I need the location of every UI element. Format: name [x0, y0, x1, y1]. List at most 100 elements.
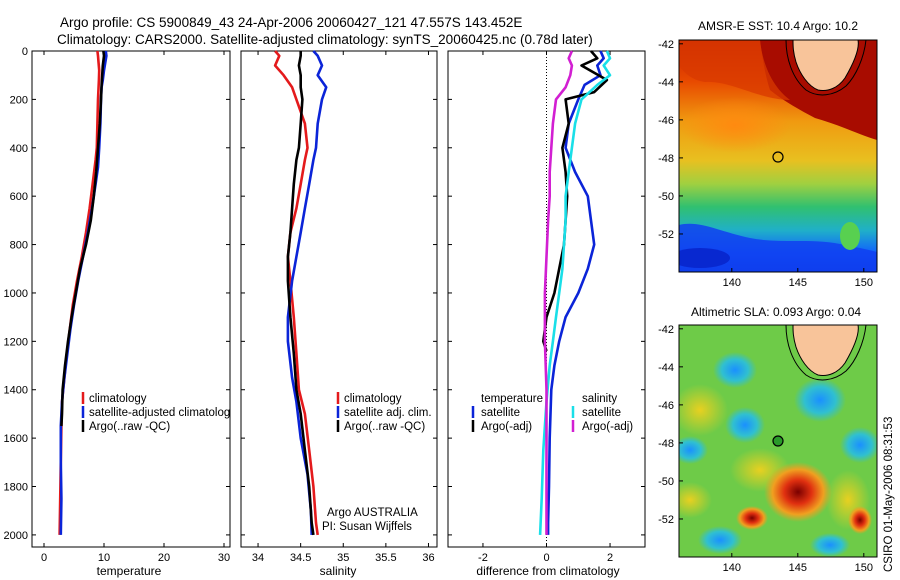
sst-green-patch: [840, 222, 860, 250]
y-tick-label: 1800: [4, 482, 28, 494]
y-tick-label: 200: [10, 94, 28, 106]
timestamp-label: CSIRO 01-May-2006 08:31:53: [883, 417, 895, 572]
x-tick-label: 20: [158, 552, 170, 564]
sla-blue-patch: [725, 407, 765, 443]
shelf-contour: [785, 325, 867, 381]
map-x-tick-label: 145: [789, 562, 807, 574]
series-line-satellite-adj-clim: [286, 50, 328, 535]
legend-label-argo: Argo(..raw -QC): [344, 421, 425, 433]
legend-label-climatology: climatology: [89, 393, 147, 405]
y-tick-label: 800: [10, 240, 28, 252]
legend-label-temperature-satellite: satellite: [481, 407, 520, 419]
map-y-tick-label: -46: [658, 400, 674, 412]
sla-blue-patch: [679, 436, 708, 464]
series-line-climatology: [273, 50, 319, 536]
temperature-legend: climatology satellite-adjusted climatolo…: [81, 392, 230, 433]
map-y-tick-label: -52: [658, 514, 674, 526]
salinity-axis-label: salinity: [320, 564, 357, 578]
tasmania-land: [792, 40, 859, 91]
series-line-argo-raw-qc: [60, 50, 106, 427]
x-tick-label: 10: [98, 552, 110, 564]
map-y-tick-label: -46: [658, 115, 674, 127]
difference-legend: temperature satellite Argo(-adj) salinit…: [471, 393, 633, 433]
sla-map: [679, 325, 877, 557]
map-y-tick-label: -48: [658, 153, 674, 165]
legend-label-salinity-argo: Argo(-adj): [582, 421, 633, 433]
x-tick-label: 0: [41, 552, 47, 564]
credit-line-1: Argo AUSTRALIA: [327, 507, 418, 519]
x-tick-label: 2: [607, 552, 613, 564]
figure-title-line-1: Argo profile: CS 5900849_43 24-Apr-2006 …: [60, 15, 522, 30]
map-x-tick-label: 140: [723, 562, 741, 574]
legend-label-temperature-argo: Argo(-adj): [481, 421, 532, 433]
argo-float-marker: [772, 435, 784, 447]
sla-blue-patch: [810, 533, 850, 557]
x-tick-label: 30: [218, 552, 230, 564]
legend-header-salinity: salinity: [582, 393, 617, 405]
sst-warm-edge: [679, 40, 790, 100]
legend-label-satellite-adj: satellite adj. clim.: [344, 407, 432, 419]
salinity-legend: climatology satellite adj. clim. Argo(..…: [336, 392, 432, 433]
salinity-panel-frame: [240, 50, 438, 548]
difference-axis-label: difference from climatology: [476, 564, 619, 578]
y-tick-label: 1600: [4, 433, 28, 445]
series-line-salinity-argo-adj: [543, 50, 574, 535]
map-y-tick-label: -50: [658, 191, 674, 203]
sla-blue-patch: [794, 378, 846, 422]
sst-cold-patch: [679, 248, 730, 268]
legend-label-climatology: climatology: [344, 393, 402, 405]
x-tick-label: 34: [252, 552, 264, 564]
x-tick-label: 35.5: [375, 552, 396, 564]
map-y-tick-label: -52: [658, 229, 674, 241]
x-tick-label: 0: [543, 552, 549, 564]
y-tick-label: 600: [10, 191, 28, 203]
shelf-contour: [785, 40, 867, 96]
y-tick-label: 2000: [4, 530, 28, 542]
map-y-tick-label: -50: [658, 476, 674, 488]
sla-map-frame: [678, 324, 878, 558]
argo-float-marker: [772, 151, 784, 163]
map-x-tick-label: 145: [789, 277, 807, 289]
sla-blue-patch: [713, 352, 757, 388]
map-y-tick-label: -44: [658, 77, 674, 89]
legend-label-argo: Argo(..raw -QC): [89, 421, 170, 433]
map-x-tick-label: 150: [855, 562, 873, 574]
map-y-tick-label: -42: [658, 324, 674, 336]
series-line-temperature-satellite: [546, 50, 606, 535]
x-tick-label: 34.5: [290, 552, 311, 564]
map-y-tick-label: -42: [658, 39, 674, 51]
sla-yellow-patch: [679, 384, 728, 436]
y-tick-label: 0: [22, 46, 28, 58]
map-x-tick-label: 150: [855, 277, 873, 289]
x-tick-label: 35: [337, 552, 349, 564]
legend-header-temperature: temperature: [481, 393, 543, 405]
sla-yellow-patch: [679, 482, 712, 518]
map-y-tick-label: -48: [658, 438, 674, 450]
figure-title-line-2: Climatology: CARS2000. Satellite-adjuste…: [57, 32, 593, 47]
temperature-panel-frame: [31, 50, 231, 548]
sla-high-anomaly: [848, 506, 872, 534]
credit-line-2: PI: Susan Wijffels: [322, 521, 412, 533]
y-tick-label: 1200: [4, 336, 28, 348]
series-line-argo-raw-qc: [286, 51, 315, 536]
y-tick-label: 1400: [4, 385, 28, 397]
temperature-axis-label: temperature: [97, 564, 162, 578]
sst-map-frame: [678, 39, 878, 273]
sst-map: [679, 40, 877, 272]
x-tick-label: -2: [478, 552, 488, 564]
x-tick-label: 36: [422, 552, 434, 564]
series-line-temperature-argo-adj: [541, 50, 609, 352]
sla-map-title: Altimetric SLA: 0.093 Argo: 0.04: [691, 305, 861, 319]
legend-label-salinity-satellite: satellite: [582, 407, 621, 419]
map-x-tick-label: 140: [723, 277, 741, 289]
sst-orange-patch: [680, 97, 790, 153]
y-tick-label: 400: [10, 143, 28, 155]
tasmania-land: [792, 325, 859, 376]
sla-high-anomaly: [736, 506, 768, 530]
legend-label-satellite-adjusted: satellite-adjusted climatolog: [89, 407, 230, 419]
sla-blue-patch: [840, 427, 877, 463]
sla-blue-patch: [698, 526, 742, 554]
sst-map-title: AMSR-E SST: 10.4 Argo: 10.2: [698, 19, 858, 33]
y-tick-label: 1000: [4, 288, 28, 300]
